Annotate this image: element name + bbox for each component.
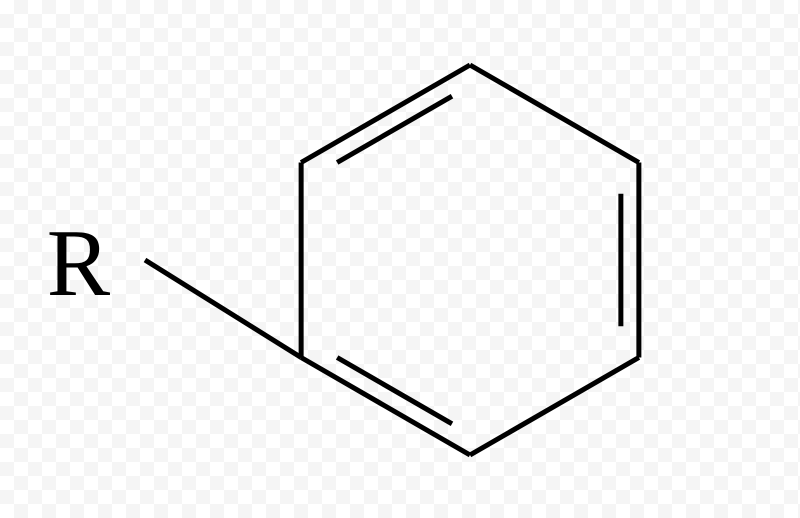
bond-lines	[145, 65, 639, 455]
substituent-label: R	[47, 208, 110, 318]
phenyl-group-diagram	[0, 0, 800, 518]
